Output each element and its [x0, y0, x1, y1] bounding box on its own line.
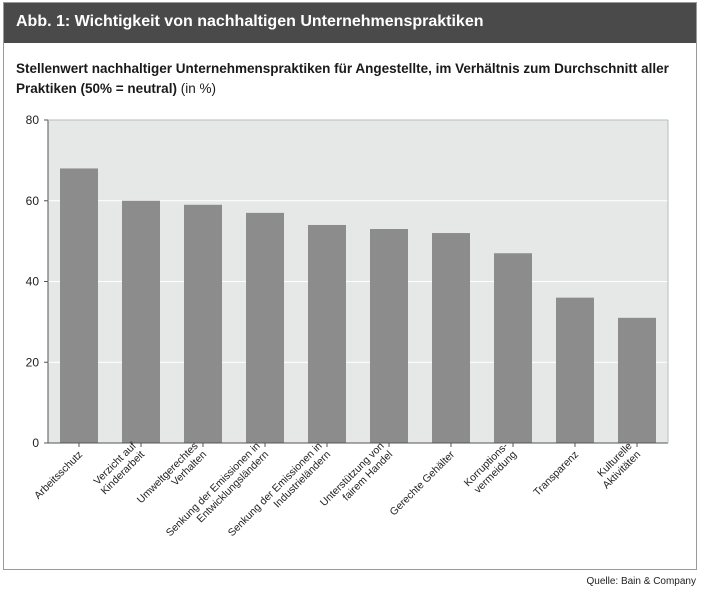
x-tick-label: Unterstützung vonfairem Handel: [318, 440, 395, 517]
bar: [122, 200, 160, 443]
bar: [432, 233, 470, 443]
bar: [308, 224, 346, 443]
figure-header: Abb. 1: Wichtigkeit von nachhaltigen Unt…: [4, 3, 696, 43]
chart-title-text: Stellenwert nachhaltiger Unternehmenspra…: [16, 61, 669, 96]
x-tick-label-line: Arbeitsschutz: [32, 449, 85, 502]
y-tick-label: 80: [26, 113, 40, 127]
x-tick-label: Arbeitsschutz: [32, 449, 85, 502]
x-tick-label-line: Gerechte Gehälter: [388, 448, 458, 518]
bar: [246, 212, 284, 443]
y-tick-label: 0: [32, 436, 39, 450]
x-tick-label-line: Transparenz: [531, 449, 581, 499]
x-tick-label: Transparenz: [531, 449, 581, 499]
bar: [60, 168, 98, 443]
chart-title-unit: (in %): [180, 81, 216, 96]
bar: [184, 204, 222, 443]
x-tick-label: Verzicht aufKinderarbeit: [90, 440, 147, 497]
y-tick-label: 60: [26, 194, 40, 208]
y-tick-label: 20: [26, 355, 40, 369]
source-note: Quelle: Bain & Company: [586, 576, 696, 587]
x-tick-label: Gerechte Gehälter: [388, 448, 458, 518]
figure-title: Abb. 1: Wichtigkeit von nachhaltigen Unt…: [16, 13, 484, 30]
x-tick-label: KulturelleAktivitäten: [592, 440, 643, 491]
y-tick-label: 40: [26, 275, 40, 289]
chart-title: Stellenwert nachhaltiger Unternehmenspra…: [16, 59, 676, 99]
bar: [618, 317, 656, 443]
bar: [556, 297, 594, 443]
bar: [370, 229, 408, 443]
bar: [494, 253, 532, 443]
x-tick-label: Korruptions-vermeidung: [462, 440, 520, 498]
